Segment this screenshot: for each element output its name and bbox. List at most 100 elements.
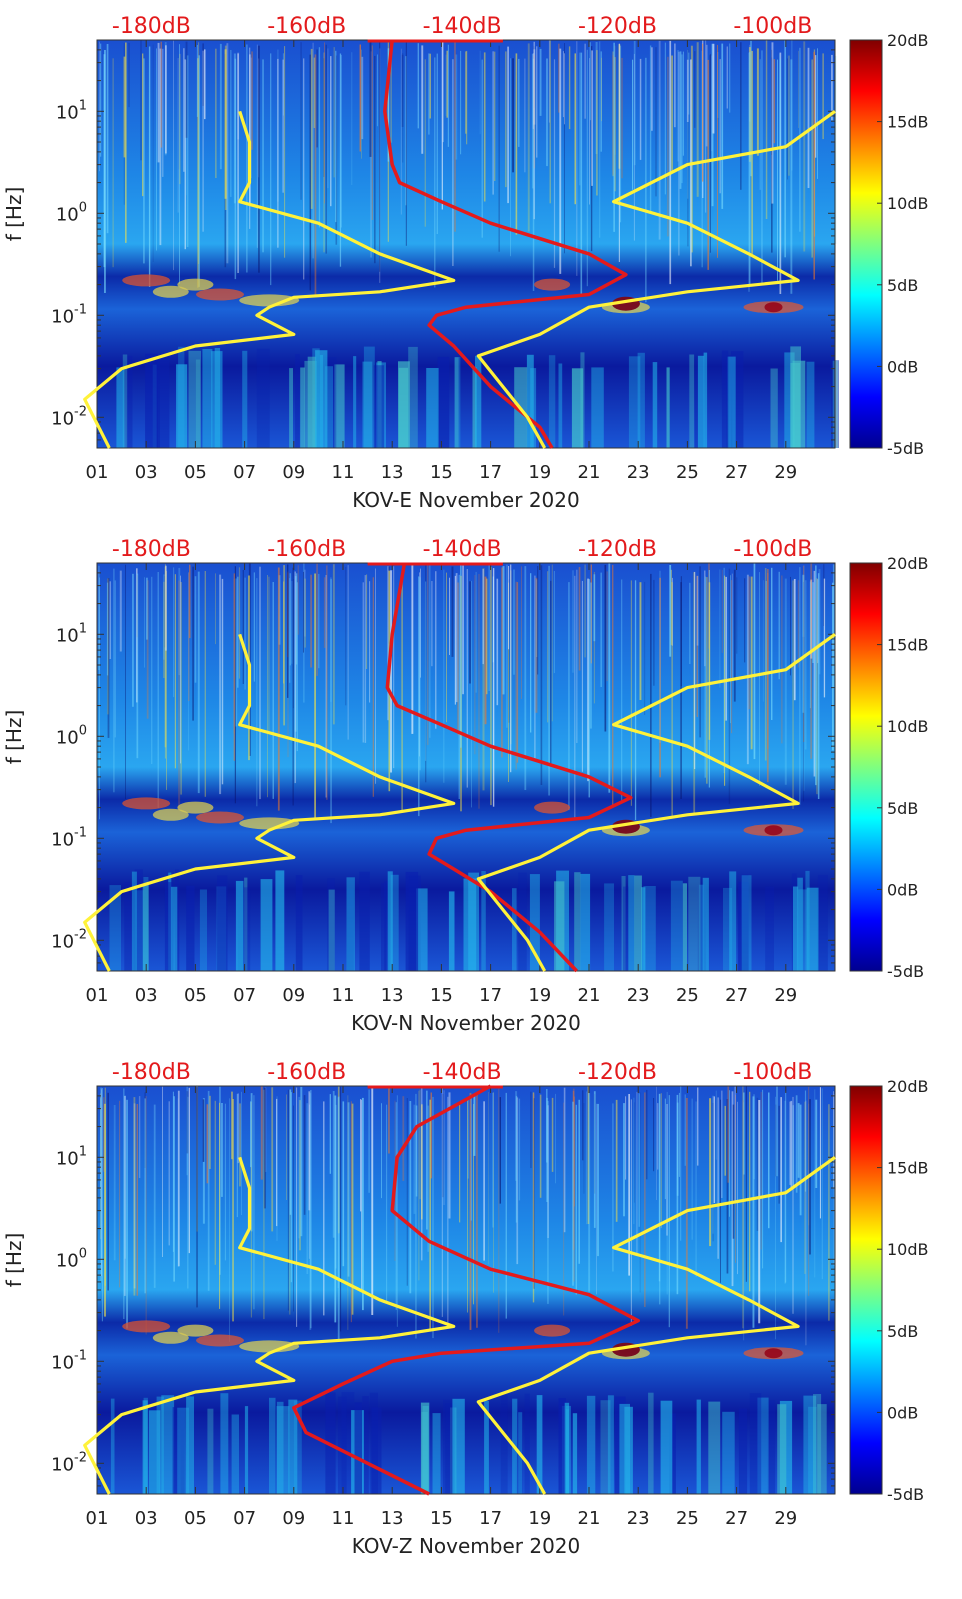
lowfreq-block: [723, 887, 733, 971]
noise-streak: [369, 41, 372, 157]
noise-streak: [401, 54, 404, 128]
noise-streak: [351, 1103, 354, 1315]
lowfreq-block: [452, 1398, 465, 1494]
lowfreq-block: [634, 875, 642, 971]
noise-streak: [646, 1089, 648, 1180]
noise-streak: [576, 41, 578, 276]
microseism-hotspot: [534, 1324, 571, 1337]
lowfreq-block: [556, 870, 569, 971]
lowfreq-block: [131, 871, 137, 971]
microseism-hotspot: [122, 274, 171, 287]
lowfreq-block: [558, 1398, 566, 1494]
noise-streak: [568, 582, 570, 811]
noise-streak: [114, 580, 116, 738]
noise-streak: [813, 51, 815, 280]
noise-streak: [621, 579, 623, 801]
noise-streak: [568, 46, 571, 130]
noise-streak: [584, 564, 586, 658]
microseism-hotspot: [239, 1340, 300, 1353]
noise-streak: [473, 1104, 474, 1305]
noise-streak: [797, 1103, 800, 1178]
lowfreq-block: [586, 1395, 596, 1494]
y-tick-label: 100: [56, 723, 87, 748]
noise-streak: [345, 566, 347, 706]
noise-streak: [401, 579, 403, 812]
lowfreq-block: [512, 888, 517, 971]
noise-streak: [103, 1097, 105, 1172]
noise-streak: [347, 1095, 349, 1330]
noise-streak: [146, 577, 148, 640]
noise-streak: [793, 579, 796, 701]
noise-streak: [294, 571, 296, 784]
noise-streak: [725, 576, 727, 721]
noise-streak: [442, 1094, 444, 1198]
lowfreq-block: [231, 1414, 239, 1494]
lowfreq-block: [256, 348, 270, 448]
noise-streak: [235, 578, 238, 727]
noise-streak: [267, 575, 268, 798]
lowfreq-block: [643, 886, 656, 971]
noise-streak: [443, 1090, 445, 1205]
noise-streak: [271, 1087, 274, 1232]
noise-streak: [799, 1104, 802, 1216]
noise-streak: [478, 574, 480, 809]
lowfreq-block: [468, 872, 479, 971]
noise-streak: [360, 1099, 362, 1212]
noise-streak: [219, 1102, 221, 1309]
noise-streak: [178, 567, 181, 676]
noise-streak: [532, 1093, 535, 1289]
noise-streak: [576, 569, 578, 743]
noise-streak: [752, 1096, 755, 1328]
noise-streak: [292, 567, 294, 806]
noise-streak: [219, 574, 222, 795]
lowfreq-block: [806, 887, 819, 971]
microseism-hotspot: [239, 817, 300, 830]
colorbar-tick-label: 15dB: [887, 636, 929, 655]
lowfreq-block: [377, 361, 382, 448]
noise-streak: [553, 571, 555, 674]
noise-streak: [179, 44, 180, 285]
noise-streak: [390, 570, 392, 773]
noise-streak: [427, 1105, 429, 1252]
noise-streak: [775, 1104, 777, 1177]
noise-streak: [742, 1100, 744, 1296]
noise-streak: [180, 582, 182, 795]
microseism-hotspot: [152, 1331, 189, 1344]
noise-streak: [165, 45, 167, 154]
noise-streak: [419, 577, 421, 771]
noise-streak: [612, 1103, 614, 1272]
noise-streak: [789, 1101, 792, 1185]
noise-streak: [778, 1105, 780, 1204]
noise-streak: [723, 567, 725, 774]
lowfreq-block: [276, 1401, 284, 1494]
noise-streak: [749, 44, 751, 122]
noise-streak: [123, 56, 126, 158]
noise-streak: [792, 1096, 794, 1314]
lowfreq-block: [387, 871, 393, 971]
noise-streak: [178, 580, 181, 809]
noise-streak: [347, 1102, 350, 1277]
lowfreq-block: [607, 1395, 614, 1494]
noise-streak: [165, 565, 167, 651]
lowfreq-block: [334, 364, 345, 448]
lowfreq-block: [448, 891, 455, 971]
noise-streak: [172, 1091, 174, 1252]
noise-streak: [768, 1092, 770, 1229]
top-db-tick-label: -140dB: [423, 14, 502, 39]
noise-streak: [418, 576, 420, 817]
noise-streak: [666, 1104, 668, 1236]
noise-streak: [449, 577, 450, 655]
noise-streak: [107, 1092, 109, 1291]
panel-kov-n: 01 03 05 07 09 11 13 15 17 19 21 23 25 27 29 10-2 10-1 10…: [2, 537, 929, 1035]
lowfreq-block: [300, 367, 305, 448]
noise-streak: [742, 1086, 744, 1329]
lowfreq-block: [670, 880, 683, 971]
lowfreq-block: [175, 869, 180, 971]
lowfreq-block: [580, 873, 591, 971]
lowfreq-block: [408, 346, 418, 448]
noise-streak: [369, 581, 371, 703]
noise-streak: [601, 57, 602, 122]
microseism-hotspot: [122, 797, 171, 810]
lowfreq-block: [738, 1408, 748, 1494]
noise-streak: [153, 1104, 156, 1288]
